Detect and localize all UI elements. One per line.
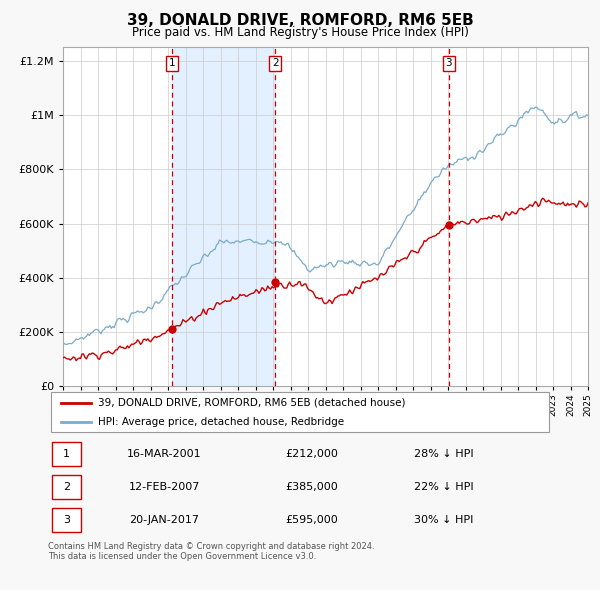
Text: 28% ↓ HPI: 28% ↓ HPI <box>414 450 474 459</box>
Text: 3: 3 <box>63 516 70 525</box>
Text: Price paid vs. HM Land Registry's House Price Index (HPI): Price paid vs. HM Land Registry's House … <box>131 26 469 39</box>
Text: £595,000: £595,000 <box>286 516 338 525</box>
Text: 2: 2 <box>63 483 70 492</box>
Text: £385,000: £385,000 <box>286 483 338 492</box>
Text: 39, DONALD DRIVE, ROMFORD, RM6 5EB: 39, DONALD DRIVE, ROMFORD, RM6 5EB <box>127 13 473 28</box>
Text: 12-FEB-2007: 12-FEB-2007 <box>128 483 200 492</box>
Text: 2: 2 <box>272 58 278 68</box>
Text: 22% ↓ HPI: 22% ↓ HPI <box>414 483 474 492</box>
Text: 16-MAR-2001: 16-MAR-2001 <box>127 450 202 459</box>
Text: 1: 1 <box>63 450 70 459</box>
Text: 3: 3 <box>446 58 452 68</box>
Text: 20-JAN-2017: 20-JAN-2017 <box>129 516 199 525</box>
Text: £212,000: £212,000 <box>286 450 338 459</box>
Bar <box>172 47 275 386</box>
FancyBboxPatch shape <box>52 442 81 466</box>
Text: 1: 1 <box>169 58 175 68</box>
Text: Contains HM Land Registry data © Crown copyright and database right 2024.
This d: Contains HM Land Registry data © Crown c… <box>48 542 374 561</box>
FancyBboxPatch shape <box>52 476 81 499</box>
FancyBboxPatch shape <box>52 509 81 532</box>
FancyBboxPatch shape <box>50 392 550 432</box>
Text: HPI: Average price, detached house, Redbridge: HPI: Average price, detached house, Redb… <box>98 417 344 427</box>
Text: 39, DONALD DRIVE, ROMFORD, RM6 5EB (detached house): 39, DONALD DRIVE, ROMFORD, RM6 5EB (deta… <box>98 398 406 408</box>
Text: 30% ↓ HPI: 30% ↓ HPI <box>415 516 473 525</box>
